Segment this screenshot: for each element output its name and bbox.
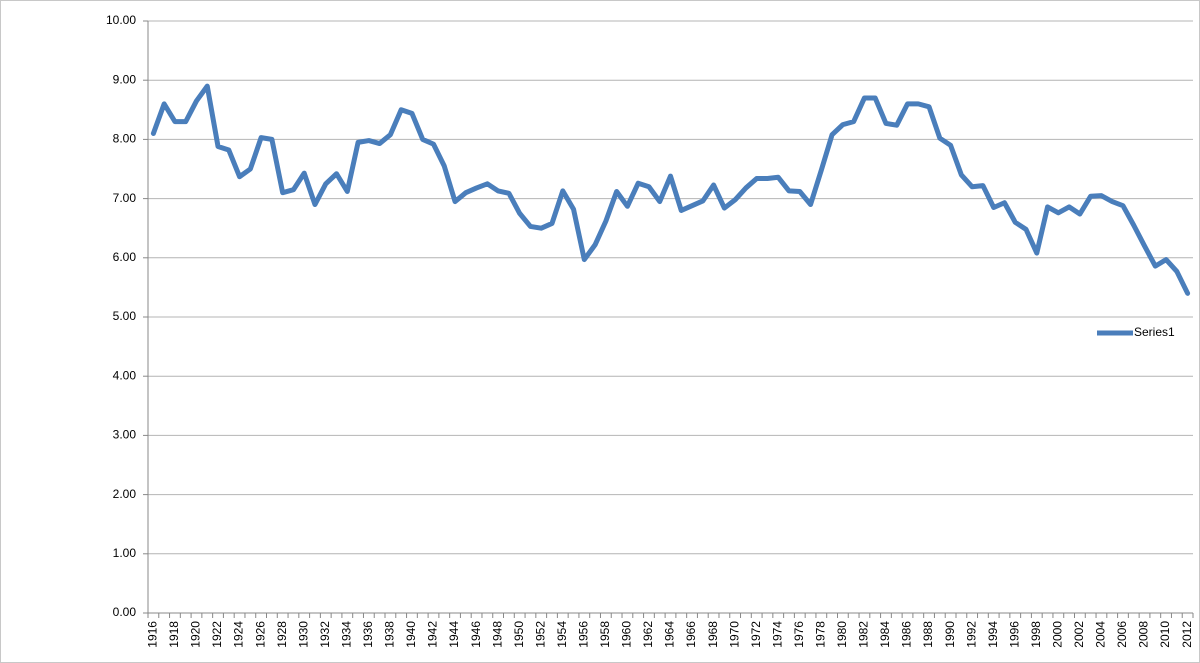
x-tick-label: 1970 bbox=[727, 621, 741, 648]
x-tick-label: 1948 bbox=[490, 621, 504, 648]
y-tick-label: 2.00 bbox=[113, 487, 137, 501]
x-tick-label: 2004 bbox=[1094, 621, 1108, 648]
x-tick-label: 2006 bbox=[1115, 621, 1129, 648]
series-line bbox=[150, 83, 1191, 296]
y-tick-label: 9.00 bbox=[113, 72, 137, 86]
y-tick-label: 7.00 bbox=[113, 191, 137, 205]
x-tick-label: 1952 bbox=[533, 621, 547, 648]
y-tick-label: 5.00 bbox=[113, 309, 137, 323]
x-tick-label: 1980 bbox=[835, 621, 849, 648]
x-tick-label: 1974 bbox=[770, 621, 784, 648]
x-tick-label: 1926 bbox=[253, 621, 267, 648]
x-tick-label: 1946 bbox=[469, 621, 483, 648]
x-tick-label: 1936 bbox=[361, 621, 375, 648]
x-tick-label: 1954 bbox=[555, 621, 569, 648]
x-tick-label: 1988 bbox=[921, 621, 935, 648]
x-tick-label: 1958 bbox=[598, 621, 612, 648]
x-tick-label: 1982 bbox=[857, 621, 871, 648]
y-tick-label: 6.00 bbox=[113, 250, 137, 264]
x-tick-label: 1944 bbox=[447, 621, 461, 648]
x-tick-label: 1920 bbox=[189, 621, 203, 648]
x-tick-label: 2008 bbox=[1137, 621, 1151, 648]
x-tick-label: 1998 bbox=[1029, 621, 1043, 648]
x-tick-label: 1942 bbox=[426, 621, 440, 648]
x-tick-label: 1960 bbox=[620, 621, 634, 648]
x-tick-label: 1986 bbox=[900, 621, 914, 648]
x-tick-label: 1950 bbox=[512, 621, 526, 648]
x-tick-label: 1966 bbox=[684, 621, 698, 648]
x-tick-label: 2012 bbox=[1180, 621, 1194, 648]
x-tick-label: 1916 bbox=[146, 621, 160, 648]
x-tick-label: 1918 bbox=[167, 621, 181, 648]
x-tick-label: 1968 bbox=[706, 621, 720, 648]
x-tick-label: 1956 bbox=[576, 621, 590, 648]
x-tick-label: 2002 bbox=[1072, 621, 1086, 648]
y-tick-label: 1.00 bbox=[113, 546, 137, 560]
x-tick-label: 1924 bbox=[232, 621, 246, 648]
x-tick-label: 1996 bbox=[1007, 621, 1021, 648]
x-tick-label: 1932 bbox=[318, 621, 332, 648]
x-tick-label: 1938 bbox=[383, 621, 397, 648]
x-tick-label: 2000 bbox=[1051, 621, 1065, 648]
x-tick-label: 1992 bbox=[964, 621, 978, 648]
x-tick-label: 1990 bbox=[943, 621, 957, 648]
x-tick-label: 1940 bbox=[404, 621, 418, 648]
x-tick-label: 1984 bbox=[878, 621, 892, 648]
x-tick-label: 1994 bbox=[986, 621, 1000, 648]
y-tick-label: 4.00 bbox=[113, 368, 137, 382]
x-tick-label: 1930 bbox=[296, 621, 310, 648]
x-tick-label: 2010 bbox=[1158, 621, 1172, 648]
y-tick-label: 0.00 bbox=[113, 605, 137, 619]
y-tick-label: 8.00 bbox=[113, 132, 137, 146]
x-tick-label: 1978 bbox=[813, 621, 827, 648]
x-tick-label: 1972 bbox=[749, 621, 763, 648]
y-tick-label: 10.00 bbox=[106, 13, 136, 27]
x-tick-label: 1962 bbox=[641, 621, 655, 648]
x-tick-label: 1922 bbox=[210, 621, 224, 648]
x-tick-label: 1964 bbox=[663, 621, 677, 648]
y-tick-label: 3.00 bbox=[113, 428, 137, 442]
x-tick-label: 1934 bbox=[339, 621, 353, 648]
x-tick-label: 1928 bbox=[275, 621, 289, 648]
x-tick-label: 1976 bbox=[792, 621, 806, 648]
legend-label: Series1 bbox=[1134, 325, 1175, 339]
